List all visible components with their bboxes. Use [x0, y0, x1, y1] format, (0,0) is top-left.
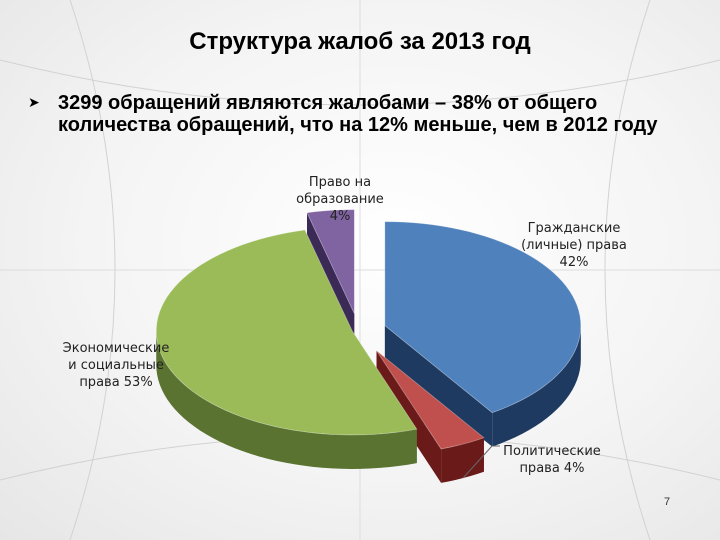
page-number: 7	[664, 496, 671, 508]
pie-labels: Гражданские (личные) права 42% Политические…	[63, 175, 627, 476]
pie-slice-label-1: Гражданские (личные) права 42%	[521, 221, 627, 270]
pie-slice-3	[155, 229, 418, 436]
arrow-bullet-icon: ➤	[28, 95, 40, 111]
slide-title: Структура жалоб за 2013 год	[189, 28, 531, 55]
pie-slice-label-3: Экономические и социальные права 53%	[63, 341, 170, 390]
pie-leaders	[462, 445, 500, 479]
pie-tops	[155, 209, 582, 450]
pie-slice-4	[306, 209, 355, 314]
pie-slice-2	[376, 350, 485, 450]
bullet-text: 3299 обращений являются жалобами – 38% о…	[58, 92, 658, 136]
pie-slice-1	[384, 221, 582, 414]
bullet-item: ➤ 3299 обращений являются жалобами – 38%…	[28, 92, 698, 136]
pie-slice-side-1	[384, 325, 581, 447]
pie-slice-label-2: Политические права 4%	[503, 444, 601, 476]
pie-leader-line-2	[462, 445, 500, 479]
pie-slice-label-4: Право на образование 4%	[296, 175, 384, 224]
